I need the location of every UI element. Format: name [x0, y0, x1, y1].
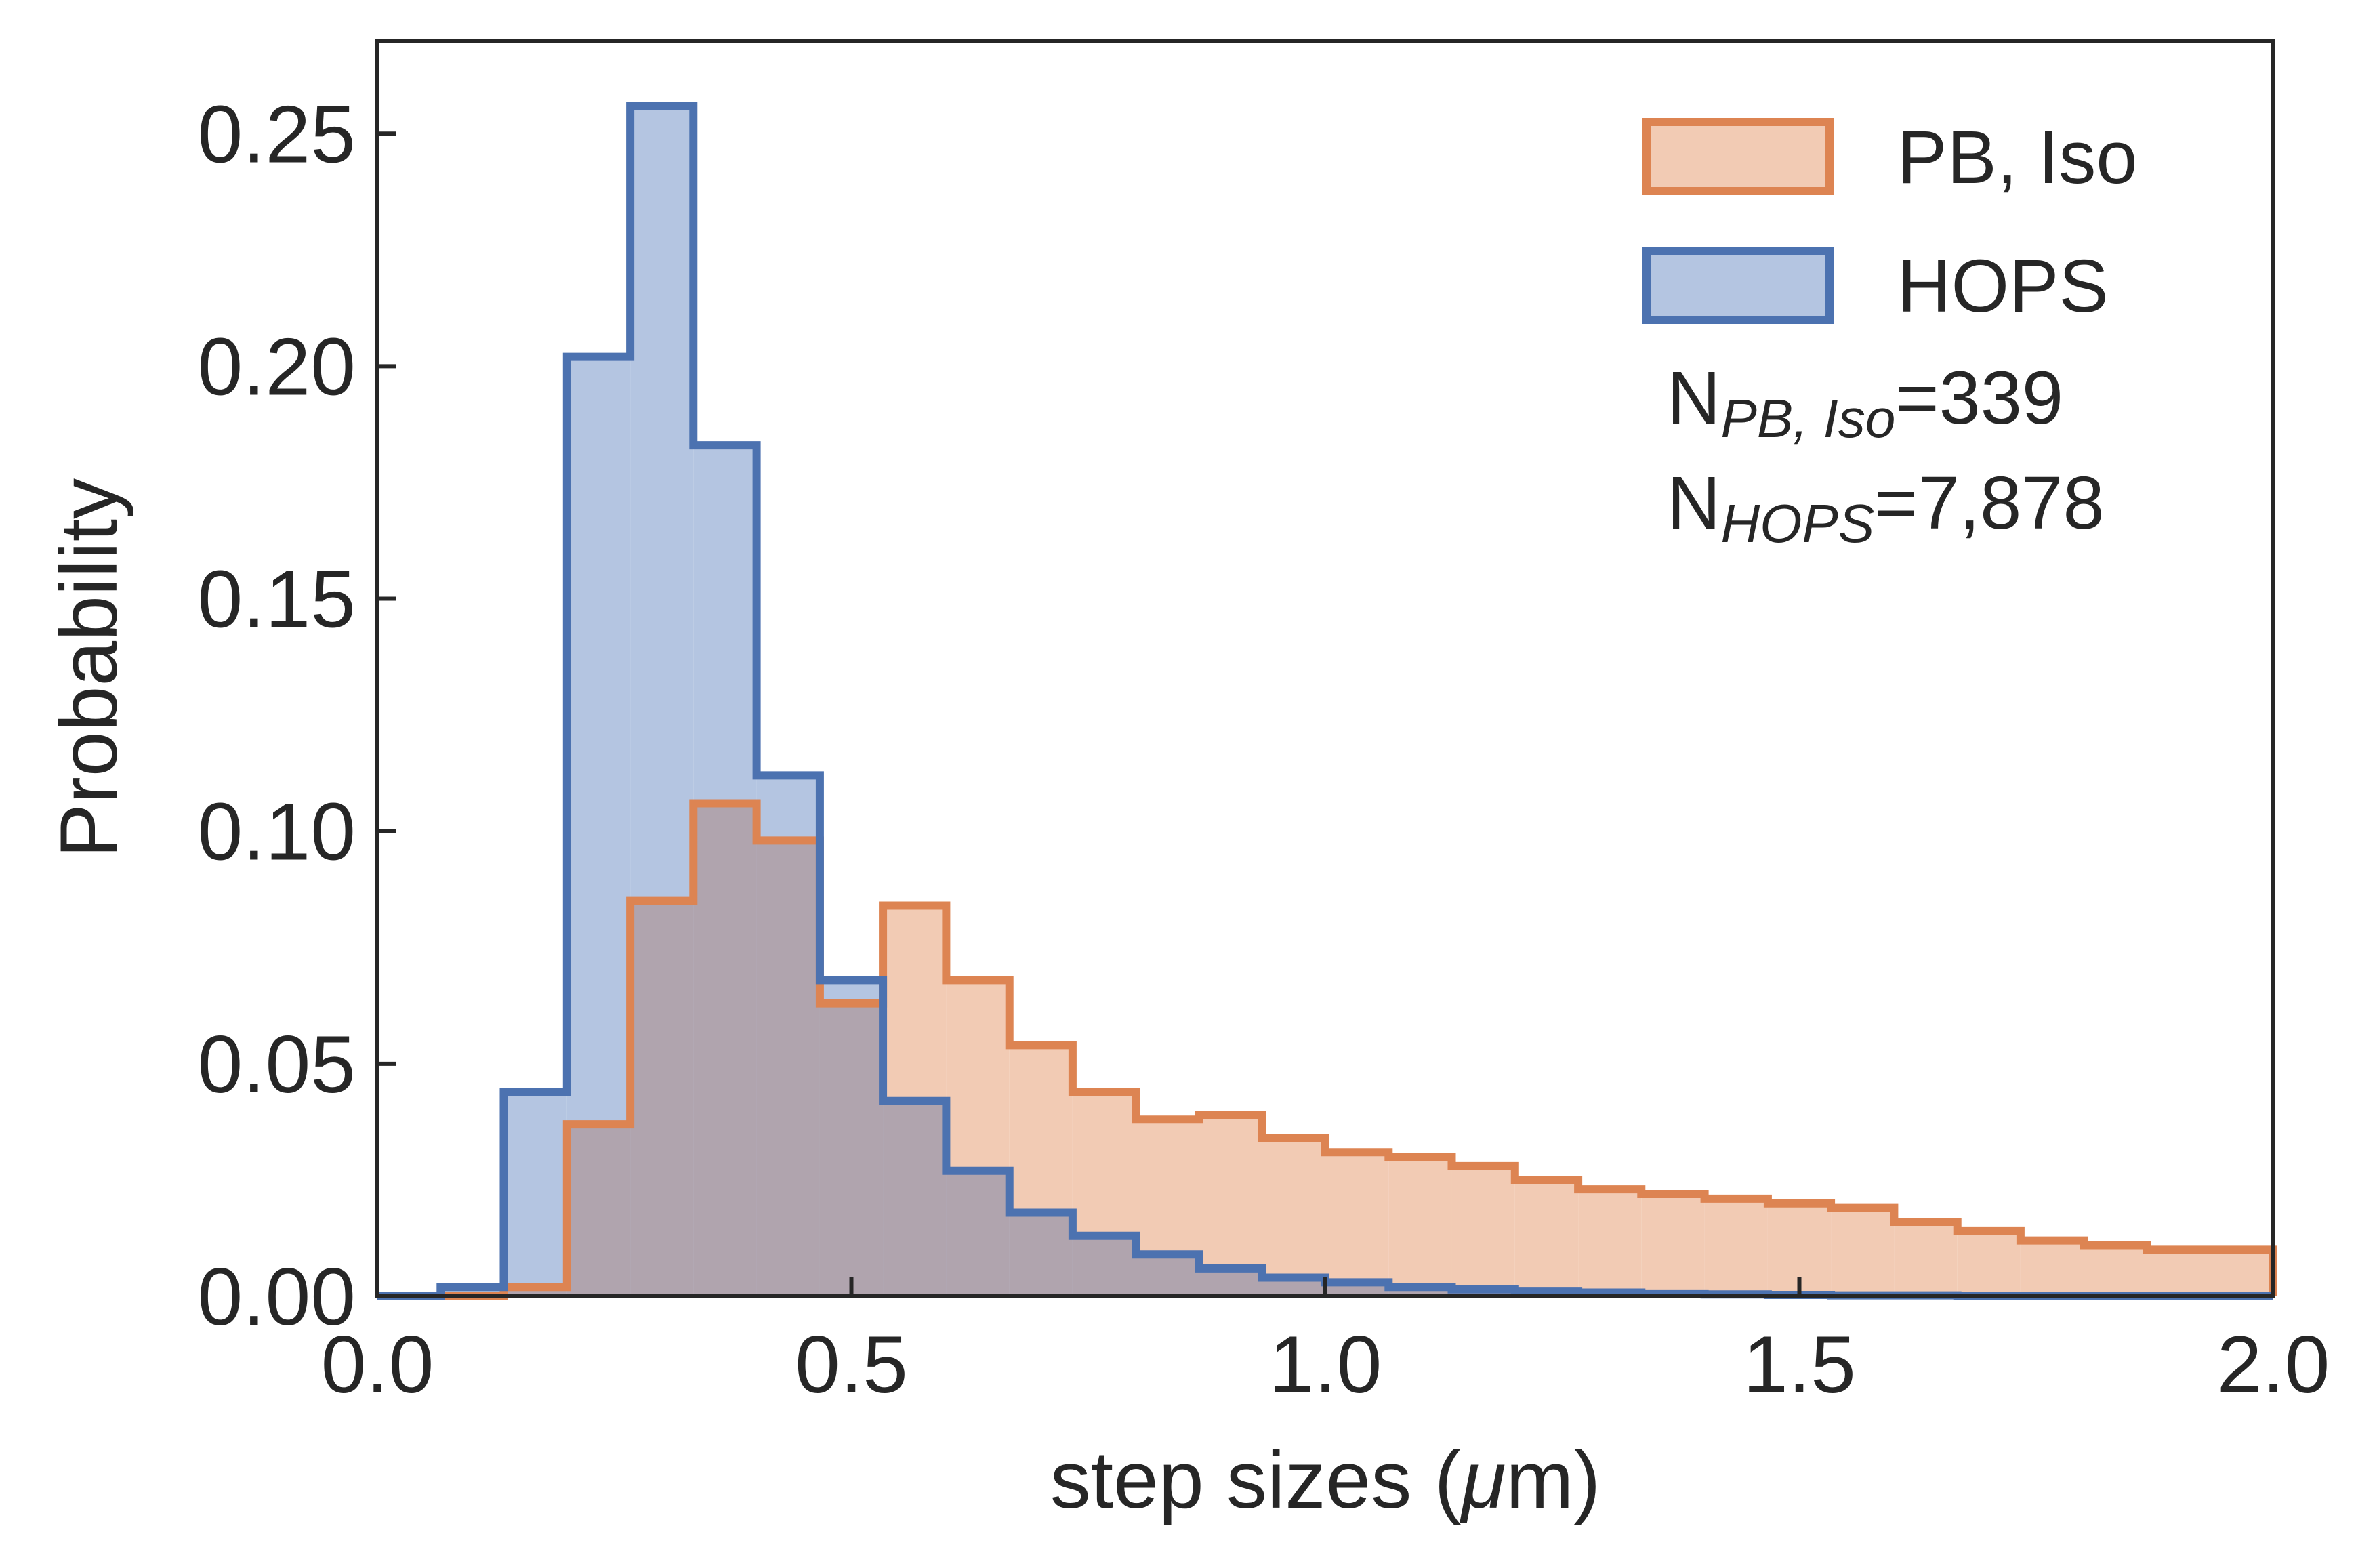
series-line-pb-iso: [377, 799, 2277, 1300]
bar-pb-iso-21: [1704, 1198, 1768, 1296]
bar-overlap-10: [1009, 1212, 1073, 1296]
legend: PB, Iso HOPS: [1642, 116, 2138, 328]
bar-overlap-8: [883, 1100, 947, 1296]
y-tick-label-3: 0.15: [197, 554, 356, 645]
x-tick-label-4: 2.0: [2217, 1319, 2330, 1410]
bar-overlap-3: [566, 1124, 631, 1296]
x-axis-label: step sizes (μm): [1050, 1435, 1601, 1525]
x-tick-label-0: 0.0: [321, 1319, 434, 1410]
x-tick-label-3: 1.5: [1743, 1319, 1856, 1410]
bar-hops-2: [503, 1092, 567, 1296]
bar-pb-iso-18: [1514, 1180, 1579, 1296]
bar-pb-iso-14: [1262, 1138, 1325, 1296]
y-tick-label-0: 0.00: [197, 1252, 356, 1342]
y-tick-label-4: 0.20: [197, 321, 356, 412]
bar-overlap-12: [1136, 1254, 1199, 1296]
legend-swatch-pb-iso: [1642, 118, 1834, 195]
bar-overlap-6: [756, 840, 820, 1296]
bar-pb-iso-27: [2084, 1245, 2147, 1296]
bar-pb-iso-19: [1578, 1189, 1642, 1296]
annotation-n-pb-iso: NPB, Iso=339: [1667, 356, 2063, 449]
y-tick-label-1: 0.05: [197, 1019, 356, 1110]
bar-overlap-5: [693, 803, 757, 1296]
bar-pb-iso-15: [1325, 1152, 1389, 1296]
annotation-n-hops: NHOPS=7,878: [1667, 461, 2105, 554]
series-layer: [377, 102, 2277, 1300]
legend-label-hops: HOPS: [1897, 245, 2109, 328]
bar-overlap-7: [819, 1003, 884, 1296]
bar-pb-iso-25: [1957, 1231, 2021, 1296]
legend-swatch-hops: [1642, 247, 1834, 324]
bar-pb-iso-23: [1831, 1208, 1895, 1296]
legend-item-pb-iso: PB, Iso: [1642, 116, 2138, 199]
bar-pb-iso-16: [1388, 1157, 1452, 1296]
bar-overlap-13: [1199, 1268, 1262, 1296]
bar-pb-iso-29: [2210, 1250, 2273, 1296]
x-tick-label-2: 1.0: [1269, 1319, 1382, 1410]
bar-pb-iso-20: [1641, 1194, 1705, 1296]
y-tick-label-2: 0.10: [197, 787, 356, 878]
ticks-layer: 0.0 0.5 1.0 1.5 2.0 0.00 0.05 0.10 0.15 0.20 0.25: [197, 89, 2330, 1410]
bar-overlap-9: [946, 1170, 1010, 1296]
y-tick-label-5: 0.25: [197, 89, 356, 180]
bar-pb-iso-24: [1894, 1222, 1958, 1296]
legend-label-pb-iso: PB, Iso: [1897, 116, 2138, 199]
x-tick-label-1: 0.5: [795, 1319, 908, 1410]
bar-pb-iso-28: [2147, 1250, 2210, 1296]
y-axis-label: Probability: [43, 478, 134, 858]
bar-pb-iso-26: [2020, 1240, 2084, 1296]
bar-overlap-11: [1072, 1235, 1136, 1296]
legend-item-hops: HOPS: [1642, 245, 2109, 328]
bar-pb-iso-17: [1451, 1165, 1515, 1296]
bar-overlap-4: [630, 901, 694, 1296]
